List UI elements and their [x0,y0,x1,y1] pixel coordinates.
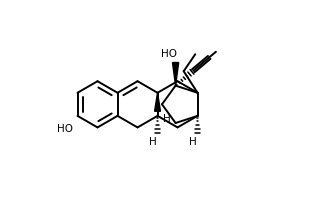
Text: H: H [163,114,171,124]
Text: HO: HO [57,124,73,134]
Text: H: H [149,137,157,147]
Text: H: H [189,137,197,147]
Polygon shape [154,93,160,111]
Text: HO: HO [161,49,178,59]
Polygon shape [173,63,179,86]
